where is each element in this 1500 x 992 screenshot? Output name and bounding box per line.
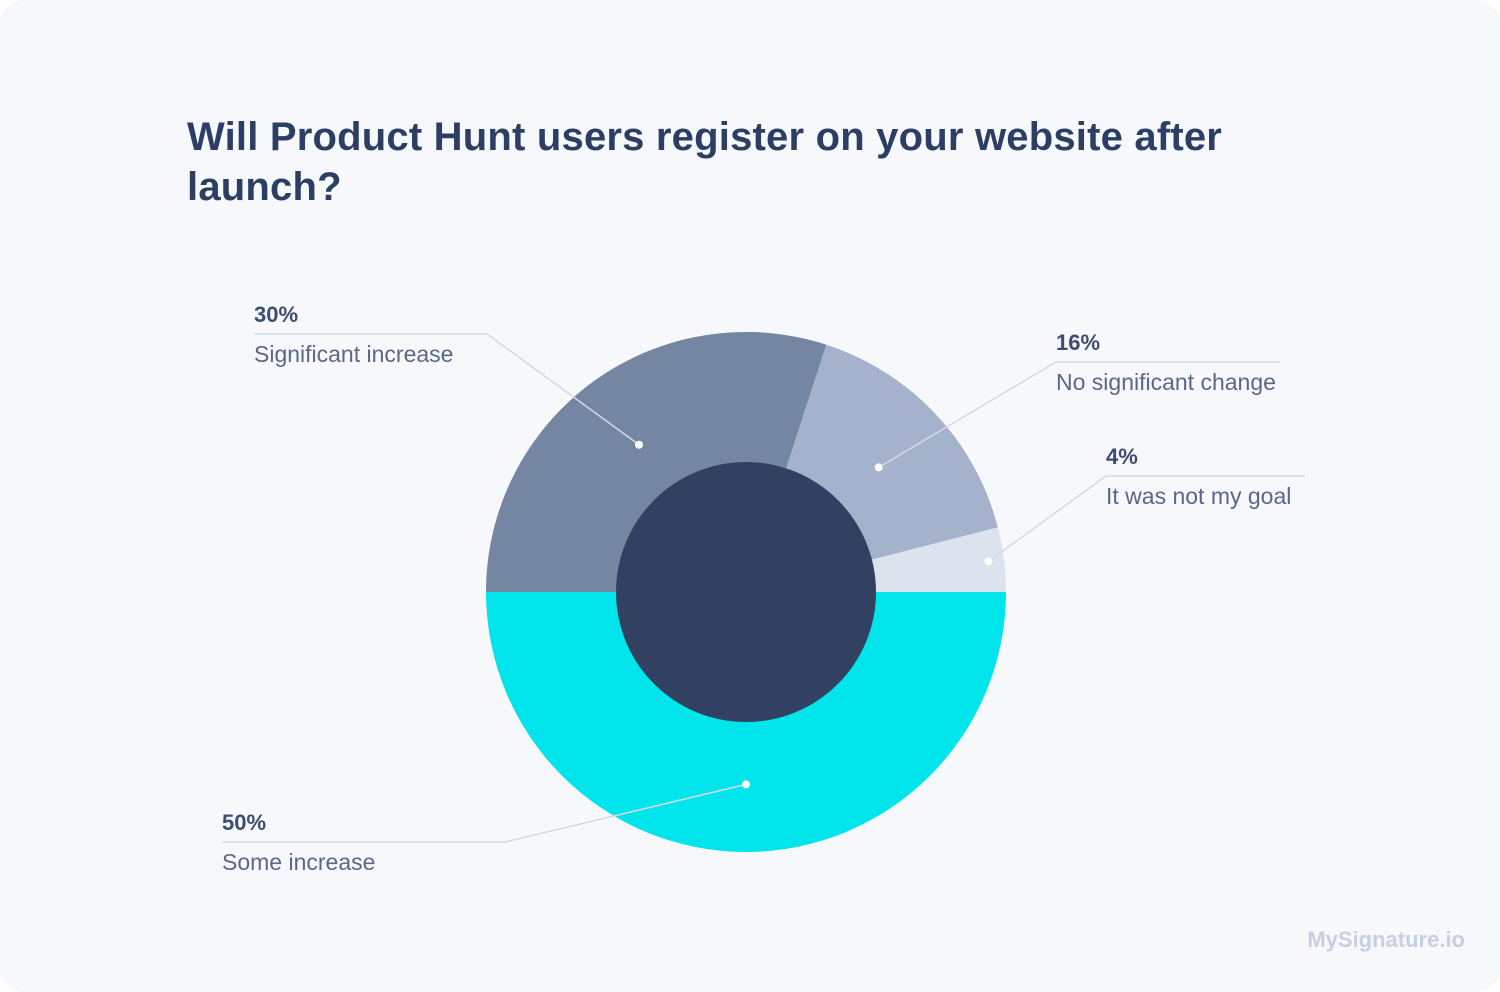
callout-dot [635, 440, 644, 449]
callout-dot [874, 463, 883, 472]
callout-leader [486, 333, 640, 446]
slice-category-label: Some increase [222, 849, 375, 875]
callout-leader [504, 783, 747, 843]
watermark-logo: MySignature.io [1307, 927, 1465, 952]
callout-dot [742, 780, 750, 789]
slice-value-label: 4% [1106, 444, 1138, 469]
slice-category-label: It was not my goal [1106, 483, 1291, 509]
callout-leader [988, 475, 1107, 562]
donut-center [616, 462, 876, 722]
slice-category-label: Significant increase [254, 341, 453, 367]
callout-leader [878, 361, 1057, 469]
callout-dot [984, 557, 993, 566]
chart-title: Will Product Hunt users register on your… [187, 115, 1223, 209]
slice-value-label: 16% [1056, 330, 1100, 355]
slice-category-label: No significant change [1056, 369, 1276, 395]
slice-value-label: 30% [254, 302, 298, 327]
slice-value-label: 50% [222, 810, 266, 835]
